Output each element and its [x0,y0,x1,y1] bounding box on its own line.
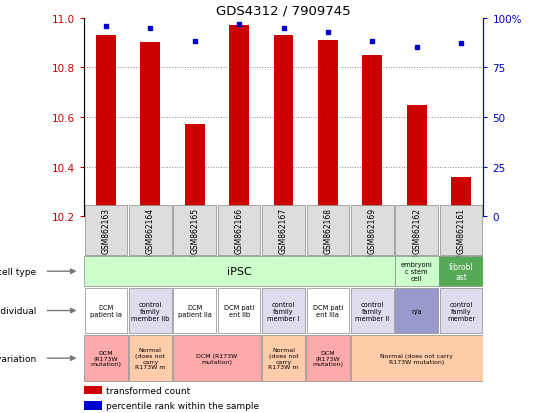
Bar [362,56,382,217]
FancyBboxPatch shape [173,335,261,381]
FancyBboxPatch shape [395,206,438,255]
Bar [407,105,427,217]
Text: GSM862168: GSM862168 [323,207,333,253]
Text: transformed count: transformed count [106,386,190,394]
Text: fibrobl
ast: fibrobl ast [449,262,474,281]
FancyBboxPatch shape [350,335,483,381]
Text: DCM (R173W
mutation): DCM (R173W mutation) [196,353,238,364]
Bar [318,41,338,217]
Title: GDS4312 / 7909745: GDS4312 / 7909745 [216,5,351,17]
Text: embryoni
c stem
cell: embryoni c stem cell [401,261,433,282]
Bar [84,401,102,410]
Bar [229,26,249,217]
Bar [96,36,116,217]
Text: DCM
(R173W
mutation): DCM (R173W mutation) [313,350,343,367]
FancyBboxPatch shape [84,256,395,287]
FancyBboxPatch shape [440,206,482,255]
FancyBboxPatch shape [439,256,483,287]
Text: DCM pati
ent IIIa: DCM pati ent IIIa [313,304,343,317]
FancyBboxPatch shape [173,288,216,334]
FancyBboxPatch shape [85,288,127,334]
Bar [273,36,294,217]
Text: percentile rank within the sample: percentile rank within the sample [106,401,259,410]
FancyBboxPatch shape [129,206,172,255]
Text: n/a: n/a [411,308,422,314]
Text: GSM862161: GSM862161 [457,207,465,253]
FancyBboxPatch shape [129,288,172,334]
Bar [185,125,205,217]
Text: control
family
member: control family member [447,301,475,321]
Text: Normal (does not carry
R173W mutation): Normal (does not carry R173W mutation) [380,353,453,364]
FancyBboxPatch shape [351,206,394,255]
FancyBboxPatch shape [307,288,349,334]
Text: GSM862167: GSM862167 [279,207,288,253]
FancyBboxPatch shape [84,335,127,381]
FancyBboxPatch shape [395,288,438,334]
Text: DCM
patient Ia: DCM patient Ia [90,304,122,317]
Text: DCM
(R173W
mutation): DCM (R173W mutation) [90,350,122,367]
FancyBboxPatch shape [85,206,127,255]
Text: Normal
(does not
carry
R173W m: Normal (does not carry R173W m [135,347,165,370]
FancyBboxPatch shape [306,335,350,381]
FancyBboxPatch shape [262,335,305,381]
Text: control
family
member IIb: control family member IIb [131,301,170,321]
FancyBboxPatch shape [173,206,216,255]
Text: iPSC: iPSC [227,266,252,277]
Bar [451,177,471,217]
FancyBboxPatch shape [351,288,394,334]
Text: GSM862162: GSM862162 [412,207,421,253]
Bar [140,43,160,217]
Text: GSM862164: GSM862164 [146,207,155,253]
FancyBboxPatch shape [307,206,349,255]
Text: control
family
member I: control family member I [267,301,300,321]
FancyBboxPatch shape [262,288,305,334]
FancyBboxPatch shape [218,206,260,255]
FancyBboxPatch shape [129,335,172,381]
Text: control
family
member II: control family member II [355,301,389,321]
Text: genotype/variation: genotype/variation [0,354,37,363]
FancyBboxPatch shape [262,206,305,255]
Text: DCM
patient IIa: DCM patient IIa [178,304,212,317]
Text: DCM pati
ent IIb: DCM pati ent IIb [224,304,254,317]
FancyBboxPatch shape [218,288,260,334]
Text: GSM862166: GSM862166 [234,207,244,253]
Bar [84,386,102,394]
Text: GSM862163: GSM862163 [102,207,110,253]
Text: GSM862169: GSM862169 [368,207,377,253]
Text: GSM862165: GSM862165 [190,207,199,253]
Text: Normal
(does not
carry
R173W m: Normal (does not carry R173W m [268,347,299,370]
FancyBboxPatch shape [395,256,439,287]
Text: individual: individual [0,306,37,315]
FancyBboxPatch shape [440,288,482,334]
Text: cell type: cell type [0,267,37,276]
